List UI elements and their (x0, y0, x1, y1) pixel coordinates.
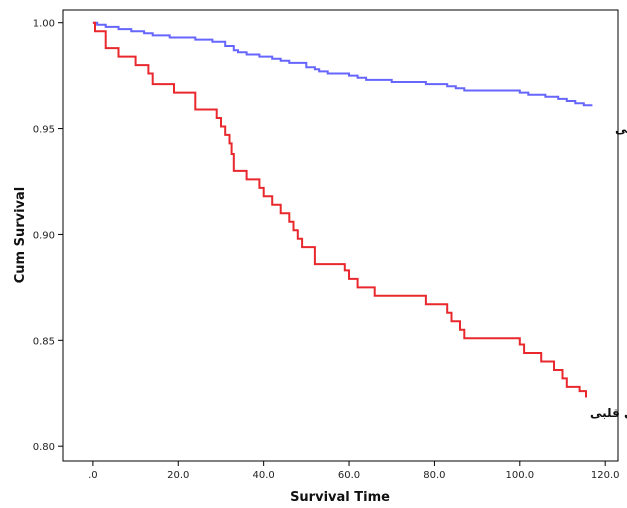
y-tick-label: 0.80 (33, 442, 55, 453)
x-tick-label: 120.0 (591, 470, 620, 481)
series-label-heart-disease: ابتلا به بیماری قلبی (590, 406, 627, 420)
x-tick-label: 80.0 (423, 470, 445, 481)
y-axis-title: Cum Survival (13, 187, 28, 284)
survival-line-0 (92, 21, 593, 107)
series-label-no-heart-disease: فاقد سابقه بیماری قلبی (615, 122, 627, 136)
y-tick-label: 1.00 (33, 19, 55, 30)
y-tick-label: 0.95 (33, 125, 55, 136)
x-axis: .0 20.0 40.0 60.0 80.0 100.0 120.0 (88, 461, 620, 481)
x-tick-label: 20.0 (167, 470, 189, 481)
survival-line-1 (92, 21, 587, 398)
series-lines (92, 21, 593, 398)
plot-frame (62, 9, 619, 462)
x-tick-label: 100.0 (505, 470, 534, 481)
y-tick-label: 0.90 (33, 230, 55, 241)
x-tick-label: 60.0 (338, 470, 360, 481)
y-tick-label: 0.85 (33, 336, 55, 347)
x-tick-label: .0 (88, 470, 98, 481)
y-axis: 0.80 0.85 0.90 0.95 1.00 (33, 19, 63, 453)
x-axis-title: Survival Time (290, 490, 390, 505)
x-tick-label: 40.0 (253, 470, 275, 481)
